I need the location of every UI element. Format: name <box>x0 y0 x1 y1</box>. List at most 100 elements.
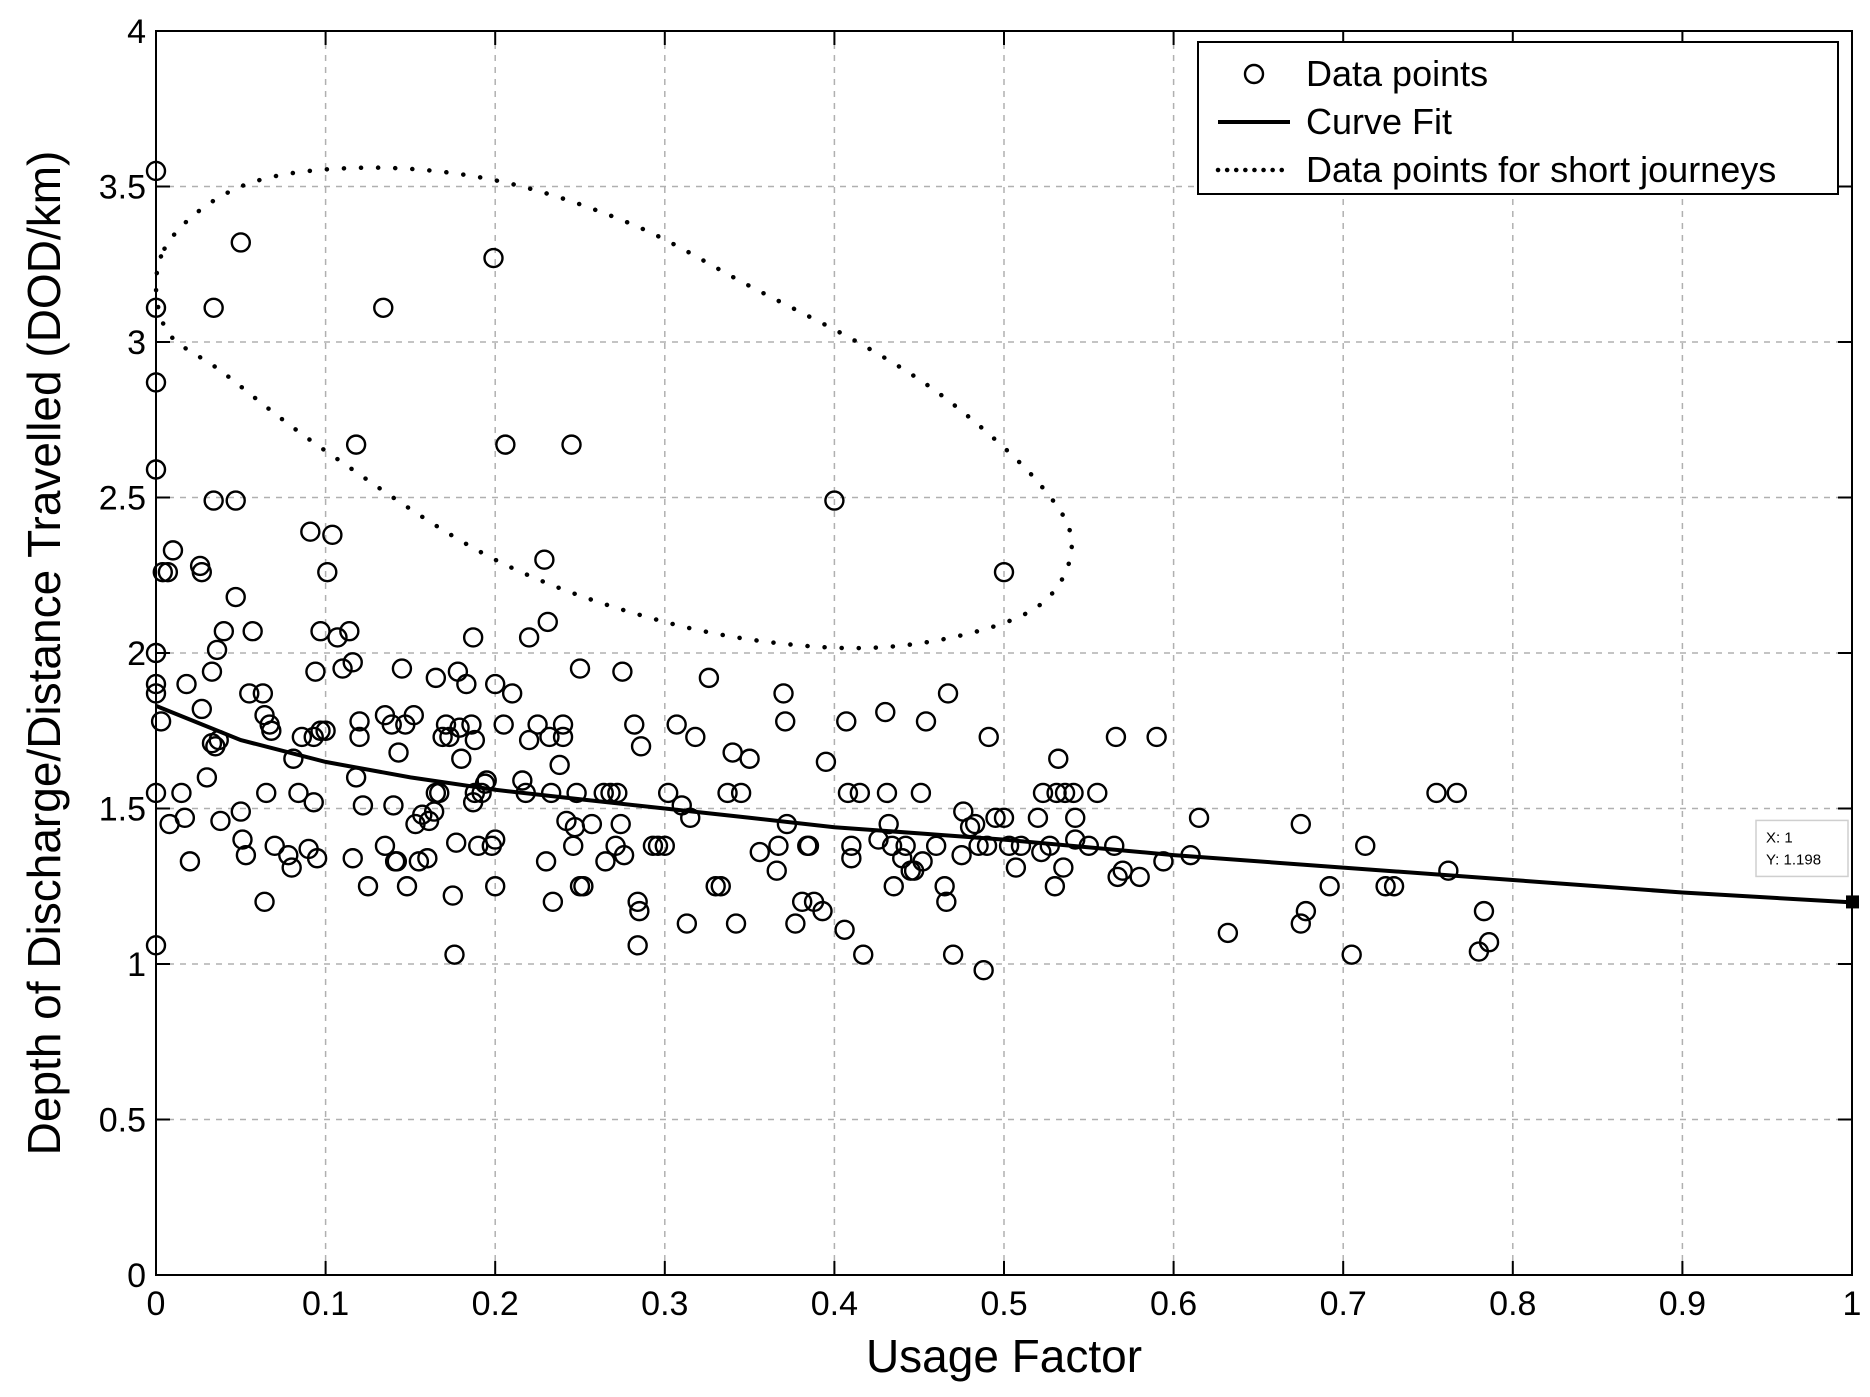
data-point <box>537 611 558 633</box>
y-tick-label: 1.5 <box>99 791 146 829</box>
x-tick-label: 0.8 <box>1489 1285 1536 1323</box>
y-axis-label: Depth of Discharge/Distance Travelled (D… <box>18 151 70 1156</box>
data-point <box>627 891 648 912</box>
y-tick-label: 0.5 <box>99 1102 146 1140</box>
data-point <box>910 782 932 804</box>
data-point <box>717 782 738 804</box>
data-point <box>471 782 492 804</box>
data-point <box>1180 844 1201 866</box>
data-point <box>1217 922 1239 944</box>
data-point <box>447 661 469 682</box>
data-point <box>242 621 263 642</box>
data-point <box>566 782 587 804</box>
y-tick-label: 3 <box>127 324 146 362</box>
legend-marker-data-points <box>1243 63 1265 85</box>
data-point <box>386 851 408 872</box>
data-point <box>878 813 899 835</box>
data-point <box>964 813 986 835</box>
data-point <box>791 891 813 912</box>
data-point <box>1295 900 1317 922</box>
data-point <box>824 490 845 511</box>
data-point <box>476 770 497 791</box>
data-point <box>1355 835 1376 857</box>
data-point <box>768 835 789 857</box>
legend-entry-label: Curve Fit <box>1306 101 1452 142</box>
data-point <box>1290 813 1312 835</box>
data-point <box>252 683 274 704</box>
data-point <box>391 658 413 679</box>
data-point <box>798 835 820 857</box>
data-point <box>485 829 506 850</box>
data-point <box>408 851 430 872</box>
data-point <box>834 919 855 940</box>
data-point <box>1426 782 1447 804</box>
data-point <box>291 726 313 748</box>
data-point <box>951 844 972 866</box>
y-tick-label: 4 <box>127 13 146 51</box>
data-point <box>739 748 760 769</box>
data-point <box>444 944 465 965</box>
data-point <box>225 490 246 511</box>
data-point <box>876 782 898 804</box>
legend-entry-label: Data points for short journeys <box>1306 149 1776 190</box>
data-point <box>540 782 562 804</box>
data-point <box>1005 857 1027 878</box>
data-point <box>868 829 889 850</box>
data-point <box>1044 876 1066 897</box>
data-point <box>208 729 229 751</box>
data-point <box>317 561 338 583</box>
data-point <box>1375 876 1396 897</box>
data-point <box>345 434 367 455</box>
legend-box <box>1197 41 1839 195</box>
datatip[interactable]: X: 1 Y: 1.198 <box>1755 819 1859 909</box>
data-point <box>1146 726 1167 748</box>
data-point <box>749 841 770 863</box>
data-point <box>256 782 277 804</box>
data-point <box>235 844 257 866</box>
data-point <box>327 627 348 648</box>
data-point <box>281 857 302 878</box>
data-point <box>213 621 235 642</box>
data-point <box>985 807 1006 829</box>
data-point <box>976 835 998 857</box>
data-point <box>396 876 418 897</box>
data-point <box>569 658 591 679</box>
data-point <box>388 742 409 763</box>
data-point <box>383 795 404 816</box>
data-point <box>1341 944 1362 965</box>
data-point <box>264 835 285 857</box>
data-point <box>607 782 628 804</box>
datatip-marker[interactable] <box>1846 895 1859 909</box>
data-point <box>357 876 379 897</box>
x-tick-label: 1 <box>1843 1285 1862 1323</box>
data-point <box>1087 782 1108 804</box>
data-point <box>315 720 336 741</box>
data-point <box>493 714 514 735</box>
data-point <box>725 913 747 934</box>
data-point <box>425 667 447 689</box>
data-point <box>895 835 916 857</box>
data-point <box>150 711 172 732</box>
data-point <box>512 770 533 791</box>
data-point <box>305 661 326 682</box>
data-point <box>883 876 904 897</box>
data-point <box>934 876 955 897</box>
data-point <box>339 621 360 642</box>
data-point <box>698 667 720 689</box>
data-point <box>773 683 794 704</box>
y-tick-label: 0 <box>127 1257 146 1295</box>
data-point <box>915 711 937 732</box>
data-point <box>627 935 648 956</box>
data-point <box>283 748 304 769</box>
data-point <box>171 782 192 804</box>
data-point <box>561 434 582 455</box>
data-point <box>1188 807 1210 829</box>
data-point <box>837 782 859 804</box>
data-point <box>815 751 837 773</box>
data-point <box>230 232 252 253</box>
data-point <box>1446 782 1468 804</box>
y-tick-label: 2.5 <box>99 480 146 518</box>
y-tick-label: 3.5 <box>99 169 146 207</box>
data-point <box>978 726 999 748</box>
